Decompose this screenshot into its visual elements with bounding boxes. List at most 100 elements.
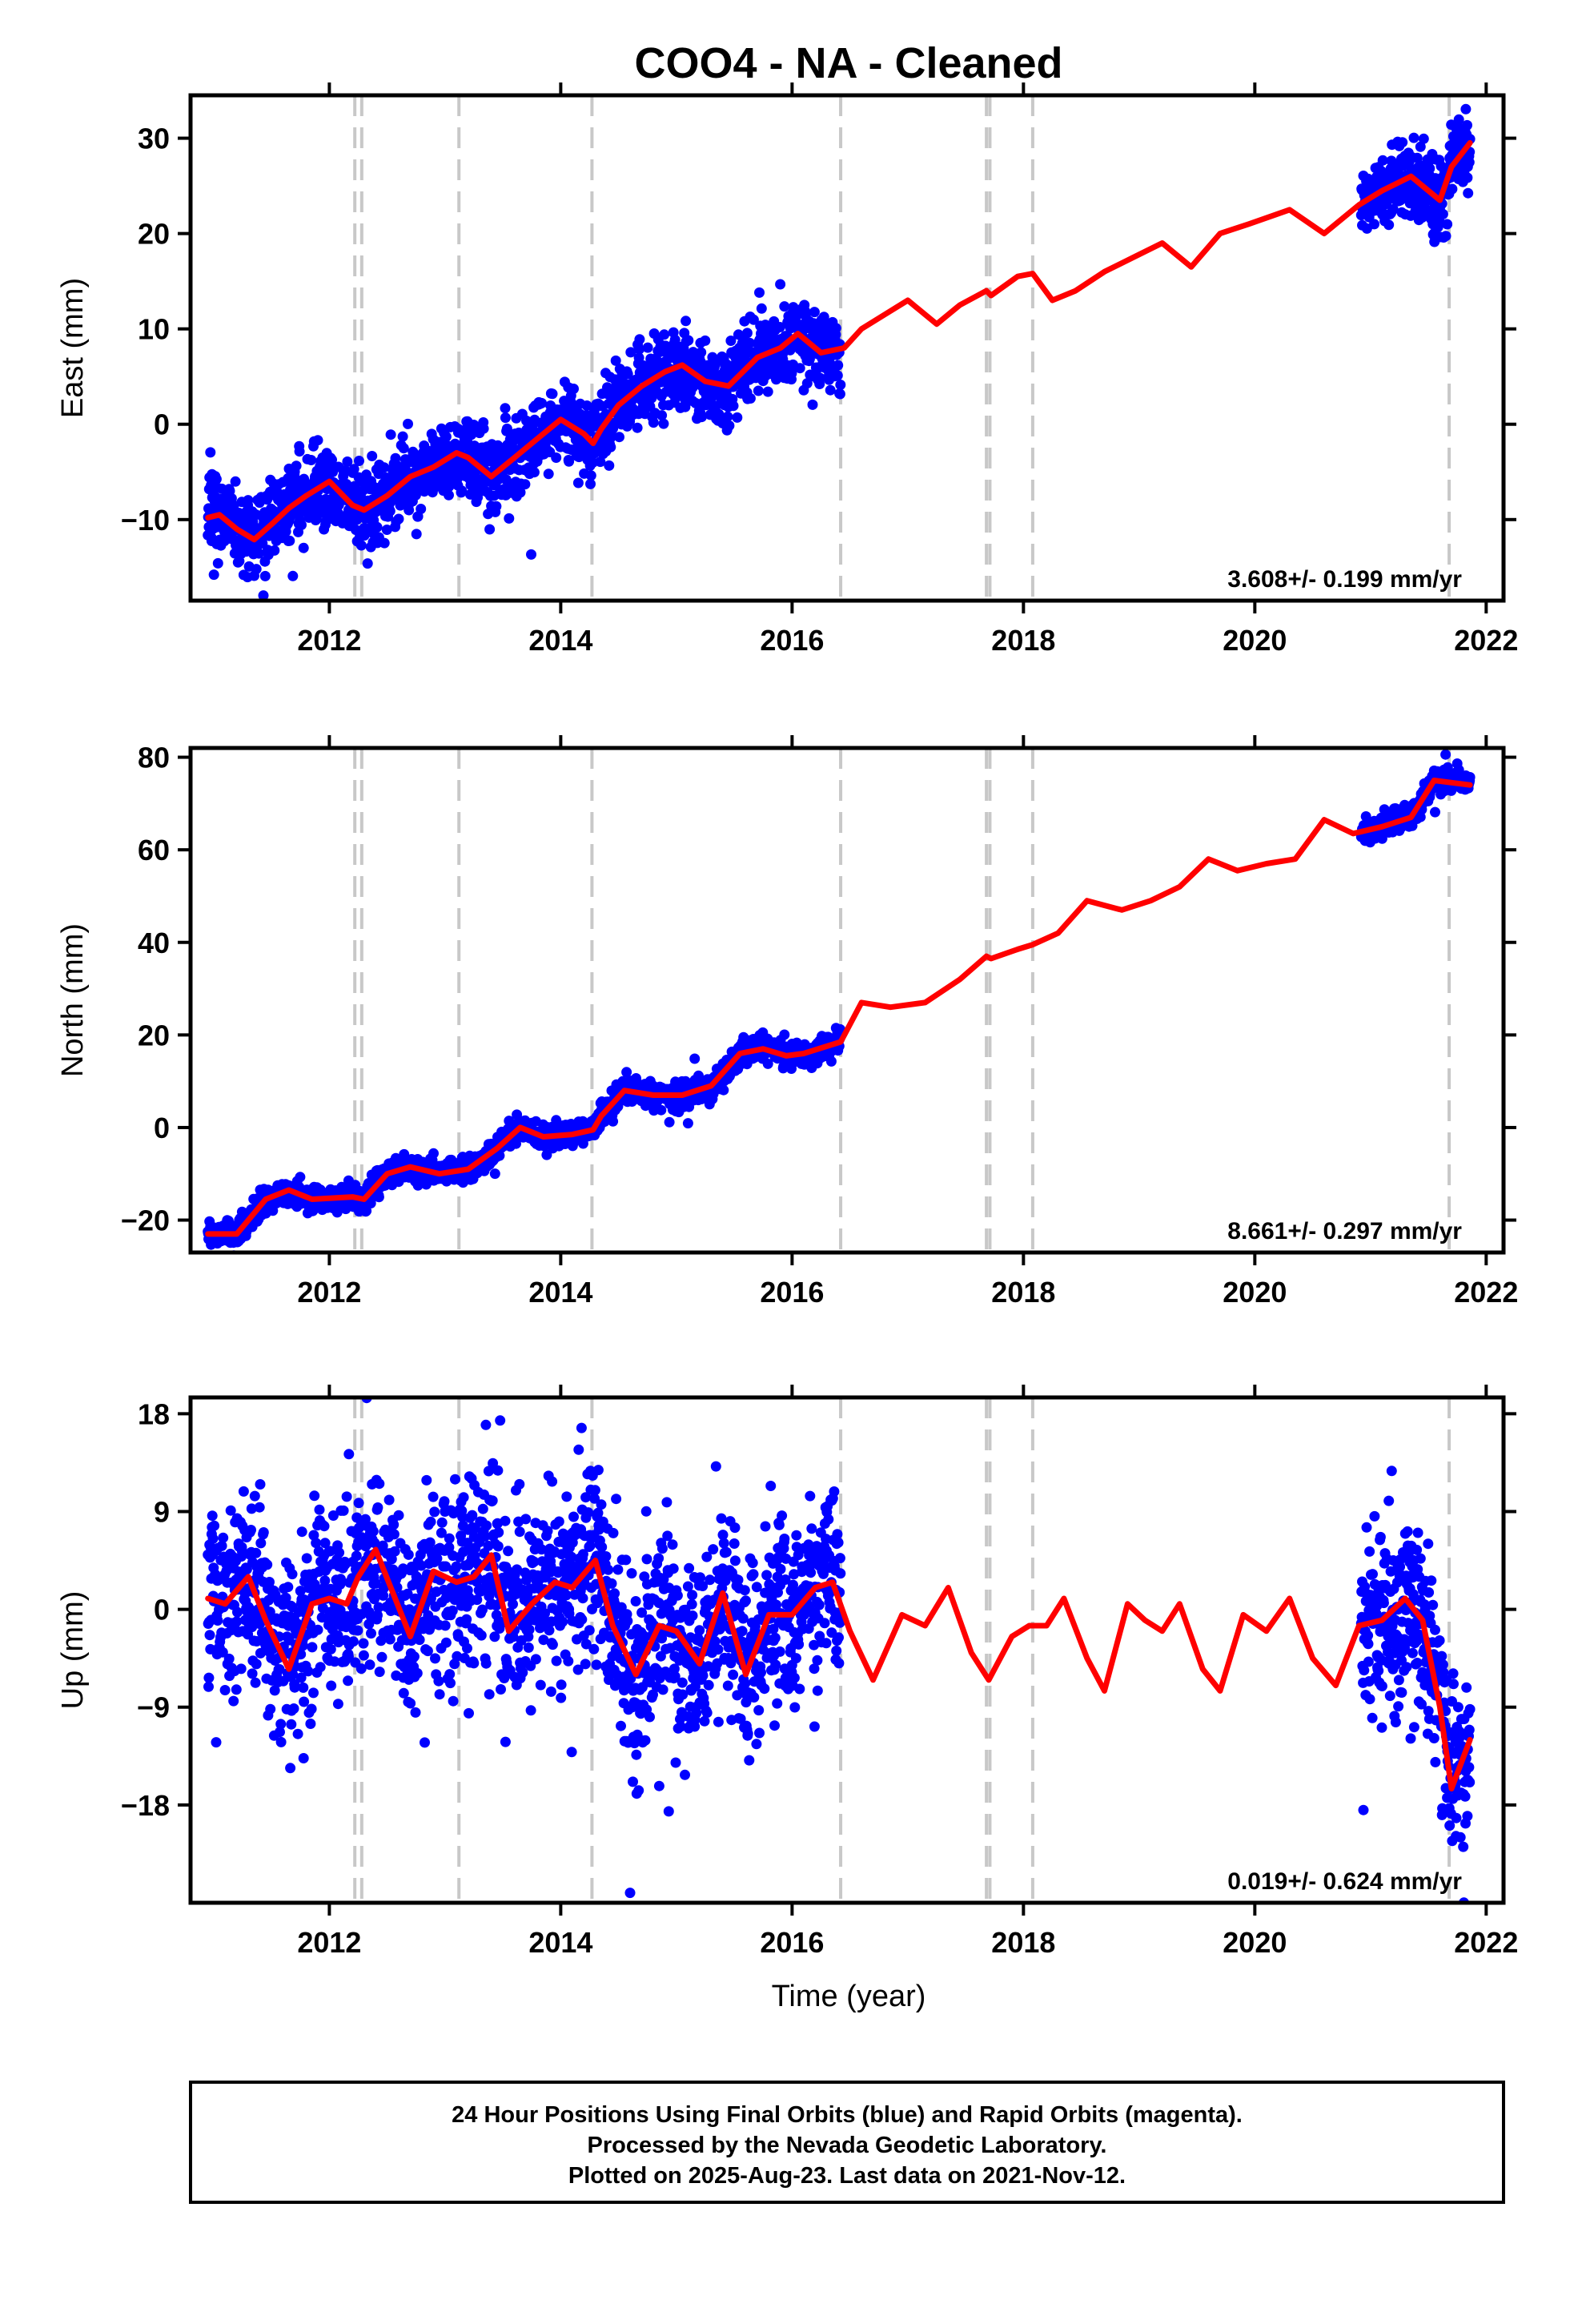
data-point — [231, 1616, 243, 1627]
data-point — [255, 1538, 267, 1549]
data-point — [484, 524, 496, 535]
data-point — [379, 537, 390, 549]
y-tick-label: −10 — [121, 504, 170, 537]
data-point — [610, 355, 621, 366]
data-point — [1430, 806, 1440, 818]
data-point — [296, 520, 307, 530]
data-point — [722, 411, 733, 422]
rate-label: 8.661+/- 0.297 mm/yr — [1227, 1218, 1462, 1244]
data-point — [355, 540, 367, 551]
data-point — [489, 1168, 500, 1180]
data-point — [1411, 152, 1423, 163]
data-point — [398, 443, 409, 454]
data-point — [1462, 172, 1473, 183]
data-point — [741, 328, 753, 339]
data-point — [416, 504, 427, 514]
data-point — [801, 378, 813, 389]
data-point — [262, 1559, 273, 1570]
data-point — [656, 1104, 667, 1116]
data-point — [411, 529, 422, 540]
data-point — [207, 1510, 218, 1522]
data-point — [289, 1682, 300, 1693]
x-tick-label: 2016 — [760, 624, 824, 657]
data-point — [444, 489, 454, 501]
data-point — [329, 1656, 340, 1667]
data-point — [288, 1703, 299, 1714]
data-point — [309, 1490, 320, 1502]
data-point — [1383, 219, 1395, 231]
data-point — [794, 363, 805, 374]
data-point — [275, 1736, 287, 1747]
data-point — [371, 1578, 381, 1589]
data-point — [373, 1192, 384, 1203]
data-point — [325, 1546, 335, 1557]
data-point — [494, 1150, 505, 1161]
data-point — [397, 431, 408, 442]
y-tick-label: −20 — [121, 1204, 170, 1237]
data-point — [389, 1546, 400, 1557]
data-point — [835, 380, 846, 390]
data-point — [732, 412, 743, 423]
data-point — [254, 1502, 265, 1513]
data-point — [332, 1699, 343, 1710]
plot-frame — [188, 746, 1506, 1255]
data-point — [296, 1526, 307, 1538]
data-point — [728, 400, 739, 412]
data-point — [659, 329, 670, 340]
data-point — [352, 1625, 363, 1636]
data-point — [804, 353, 815, 364]
data-point — [287, 1569, 298, 1580]
data-point — [754, 287, 765, 298]
data-point — [251, 564, 262, 575]
data-point — [305, 1719, 316, 1729]
data-point — [775, 279, 786, 290]
data-point — [1397, 137, 1408, 148]
data-point — [700, 335, 711, 346]
data-point — [642, 342, 653, 353]
data-point — [211, 1737, 222, 1748]
y-tick-label: 20 — [138, 1019, 170, 1051]
data-point — [725, 336, 737, 346]
data-point — [696, 412, 707, 423]
x-tick-label: 2014 — [528, 1276, 592, 1309]
x-tick-label: 2022 — [1454, 1276, 1518, 1309]
data-point — [207, 1533, 219, 1544]
data-point — [1424, 163, 1435, 174]
rate-label: 3.608+/- 0.199 mm/yr — [1227, 566, 1462, 593]
data-point — [478, 423, 489, 434]
y-tick-label: 0 — [154, 408, 170, 441]
data-points — [203, 749, 1476, 1252]
data-point — [367, 1526, 379, 1537]
data-point — [833, 360, 844, 371]
data-point — [536, 397, 547, 408]
data-point — [403, 418, 413, 429]
data-point — [834, 388, 845, 400]
data-point — [348, 464, 359, 475]
data-point — [608, 423, 619, 434]
x-tick-label: 2012 — [297, 1276, 361, 1309]
data-point — [372, 1610, 383, 1621]
data-point — [341, 1491, 352, 1502]
data-point — [608, 1116, 619, 1127]
x-tick-label: 2018 — [991, 624, 1055, 657]
data-point — [208, 569, 219, 581]
data-point — [287, 1669, 299, 1680]
y-tick-label: 80 — [138, 742, 170, 774]
data-point — [299, 1696, 310, 1707]
data-point — [1464, 134, 1476, 145]
data-point — [298, 542, 309, 553]
x-tick-label: 2016 — [760, 1276, 824, 1309]
data-point — [311, 1538, 322, 1549]
data-point — [251, 1659, 262, 1670]
model-fit-line — [205, 778, 1473, 1237]
data-point — [315, 1662, 326, 1673]
data-point — [604, 460, 615, 471]
data-point — [682, 1118, 693, 1129]
data-point — [367, 451, 378, 461]
data-point — [376, 1651, 387, 1663]
data-point — [656, 410, 668, 421]
data-point — [384, 1634, 395, 1645]
